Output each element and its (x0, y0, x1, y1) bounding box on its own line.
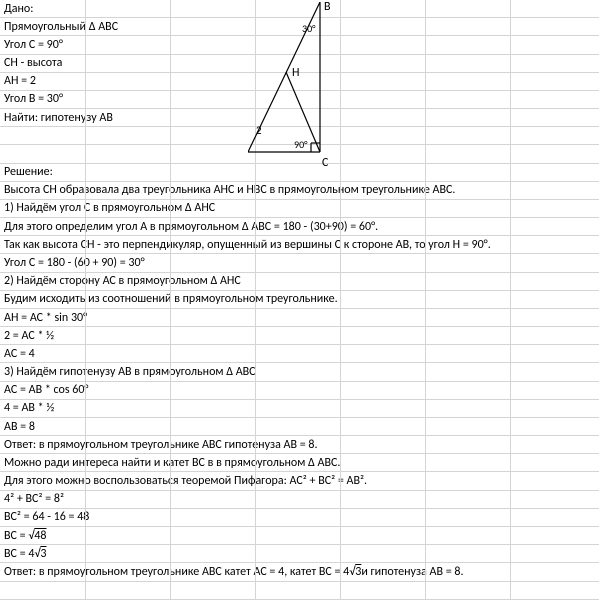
svg-text:90°: 90° (294, 138, 308, 151)
svg-text:2: 2 (256, 124, 262, 137)
spreadsheet-grid: Дано:Прямоугольный Δ ABCУгол C = 90°CH -… (0, 0, 599, 600)
svg-text:C: C (322, 156, 329, 170)
svg-text:H: H (292, 66, 299, 80)
triangle-diagram: ABCH30°90°2 (248, 2, 368, 162)
svg-text:30°: 30° (302, 22, 316, 35)
svg-text:B: B (324, 2, 331, 14)
